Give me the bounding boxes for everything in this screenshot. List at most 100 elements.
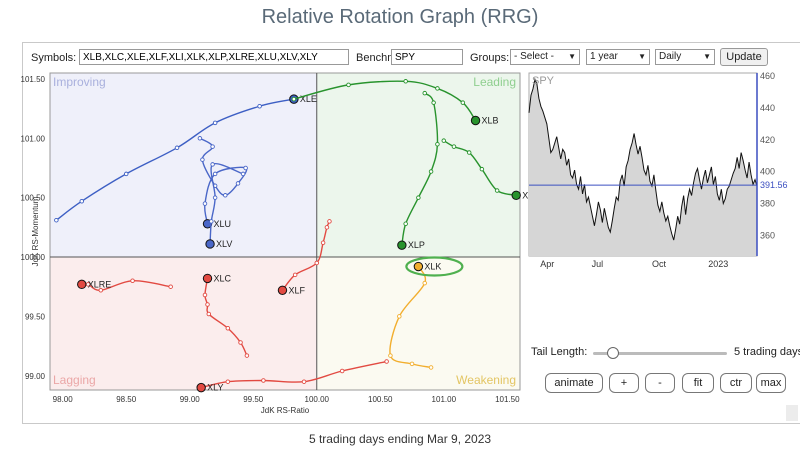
period-select-value: 1 year [590, 51, 618, 62]
tail-point [225, 379, 231, 384]
spy-title: SPY [532, 75, 555, 87]
tail-point [225, 326, 231, 331]
y-tick-label: 100.50 [21, 194, 46, 203]
symbols-label: Symbols: [31, 52, 77, 64]
tail-point [130, 278, 135, 284]
x-tick-label: 99.50 [243, 395, 264, 404]
spy-y-tick-label: 440 [760, 103, 775, 113]
tail-point [205, 302, 210, 307]
x-tick-label: 101.50 [495, 395, 520, 404]
y-tick-label: 100.00 [21, 253, 46, 262]
spy-last-value-label: 391.56 [760, 180, 788, 190]
head-point-xlf[interactable] [277, 285, 288, 295]
tail-point [54, 217, 59, 223]
tail-point [435, 86, 440, 91]
tail-point [384, 359, 389, 364]
tail-point [212, 171, 218, 177]
head-point-xlc[interactable] [202, 273, 213, 284]
head-point-xlb[interactable] [470, 115, 481, 126]
zoom-out-button[interactable]: - [645, 373, 675, 393]
series-xlf: XLF [277, 219, 332, 295]
x-tick-label: 98.50 [116, 395, 137, 404]
head-point-xlre[interactable] [77, 279, 87, 290]
tail-point [397, 314, 402, 319]
x-tick-label: 101.00 [432, 395, 457, 404]
quadrant-label-improving: Improving [53, 75, 106, 89]
tail-point [327, 219, 332, 224]
tail-length-slider-handle[interactable] [607, 347, 620, 359]
symbol-label-xlk: XLK [424, 262, 441, 272]
benchmark-input[interactable] [391, 49, 463, 65]
symbol-label-xlp: XLP [408, 240, 425, 250]
maximize-button[interactable]: max [756, 373, 786, 393]
head-point-xlv[interactable] [205, 239, 215, 249]
zoom-in-button[interactable]: + [609, 373, 639, 393]
tail-point [174, 145, 180, 151]
tail-point [291, 96, 297, 102]
symbols-input[interactable] [79, 49, 349, 65]
head-point-xlk[interactable] [413, 261, 424, 272]
tail-line-xlu [199, 137, 248, 224]
spy-y-tick-label: 420 [760, 135, 775, 145]
tail-point [314, 260, 320, 266]
symbol-label-xlv: XLV [216, 239, 232, 249]
tail-point [123, 171, 129, 177]
symbol-label-xlb: XLB [482, 115, 499, 125]
tail-length-slider[interactable] [593, 347, 727, 359]
animate-button[interactable]: animate [545, 373, 603, 393]
tail-length-label: Tail Length: [531, 346, 588, 358]
tail-point [261, 378, 266, 383]
tail-point [422, 90, 427, 96]
tail-point [210, 162, 215, 167]
symbol-label-xlc: XLC [214, 273, 232, 283]
spy-x-tick-label: Oct [652, 259, 667, 269]
chevron-down-icon: ▼ [568, 52, 576, 61]
fit-button[interactable]: fit [682, 373, 714, 393]
tail-point [168, 284, 173, 289]
tail-point [257, 103, 262, 109]
head-point-xli[interactable] [511, 190, 521, 200]
scrollbar[interactable] [786, 405, 798, 421]
center-button[interactable]: ctr [720, 373, 752, 393]
x-tick-label: 100.50 [368, 395, 393, 404]
x-tick-label: 99.00 [180, 395, 201, 404]
tail-point [240, 171, 246, 177]
tail-point [346, 82, 351, 88]
period-select[interactable]: 1 year ▼ [586, 49, 650, 65]
spy-x-tick-label: Apr [540, 259, 554, 269]
symbol-label-xlf: XLF [288, 285, 305, 295]
frequency-select[interactable]: Daily ▼ [655, 49, 715, 65]
tail-point [460, 100, 466, 105]
tail-point [202, 201, 208, 206]
series-xlre: XLRE [77, 278, 173, 293]
series-xlc: XLC [202, 273, 250, 358]
y-tick-label: 99.50 [25, 312, 46, 321]
tail-point [98, 288, 104, 293]
tail-point [403, 79, 408, 84]
tail-point [451, 144, 457, 149]
highlight-ring [405, 256, 464, 277]
chevron-down-icon: ▼ [703, 52, 711, 61]
update-button[interactable]: Update [720, 48, 768, 66]
groups-select-value: - Select - [514, 51, 555, 62]
spy-y-tick-label: 400 [760, 167, 775, 177]
groups-select[interactable]: - Select - ▼ [510, 49, 580, 65]
head-point-xly[interactable] [196, 382, 206, 393]
head-point-xlp[interactable] [397, 240, 407, 250]
y-tick-label: 99.00 [25, 372, 46, 381]
quadrant-weakening [316, 257, 520, 390]
series-xlp: XLP [397, 90, 440, 250]
tail-point [206, 311, 212, 317]
x-tick-label: 100.00 [305, 395, 330, 404]
tail-point [416, 195, 421, 200]
tail-point [324, 225, 330, 230]
footer-caption: 5 trading days ending Mar 9, 2023 [308, 432, 492, 446]
tail-point [441, 138, 447, 143]
tail-point [235, 181, 241, 186]
symbol-label-xlu: XLU [214, 219, 232, 229]
tail-point [435, 141, 440, 147]
tail-point [409, 361, 415, 367]
spy-y-tick-label: 380 [760, 198, 775, 208]
symbol-label-xlre: XLRE [88, 279, 112, 289]
